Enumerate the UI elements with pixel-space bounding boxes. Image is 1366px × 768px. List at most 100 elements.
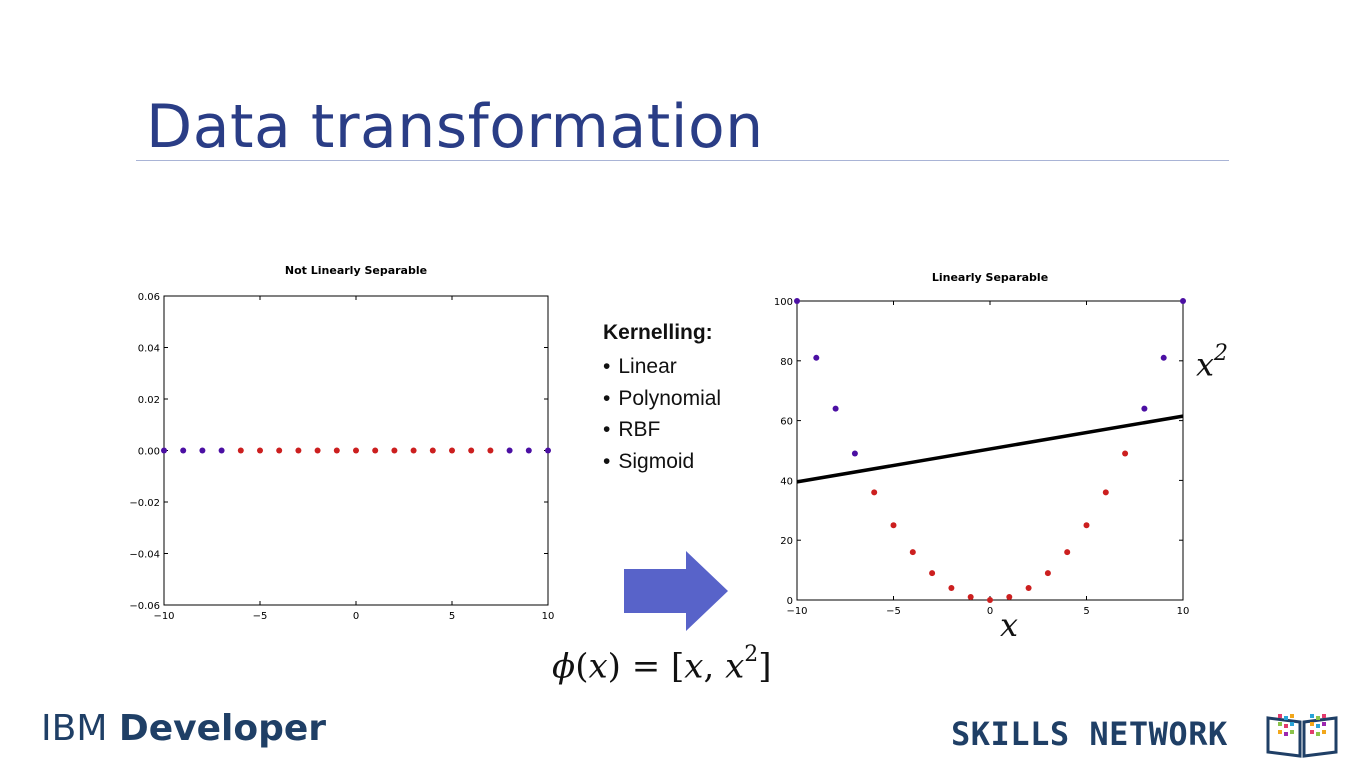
chart-title: Linearly Separable	[932, 271, 1048, 284]
x-axis-label-x: x	[1000, 606, 1019, 644]
formula-middle: ) = [	[607, 646, 685, 687]
y-tick-label: 0.00	[138, 447, 160, 458]
slide-title: Data transformation	[146, 92, 764, 162]
data-point-series-1	[257, 447, 263, 454]
y-tick-label: 0	[787, 596, 793, 607]
data-point-series-1	[314, 447, 321, 454]
x-tick-label: 0	[987, 606, 993, 617]
x-tick-label: −5	[886, 606, 901, 617]
kernel-item-polynomial: Polynomial	[603, 383, 763, 415]
x-tick-label: −5	[253, 611, 268, 622]
y-axis-label-base: x	[1196, 345, 1215, 384]
data-point-series-1	[1102, 489, 1109, 496]
y-tick-label: −0.02	[129, 498, 160, 509]
formula-comma: ,	[703, 646, 726, 687]
data-point-series-1	[1025, 585, 1032, 592]
data-point-series-1	[1083, 522, 1090, 529]
data-point-series-1	[909, 549, 916, 556]
ibm-developer-logo: IBM Developer	[41, 708, 326, 749]
kernel-item-rbf: RBF	[603, 414, 763, 446]
data-point-series-1	[410, 447, 417, 454]
data-point-series-1	[871, 489, 878, 496]
data-point-series-0	[1180, 298, 1186, 304]
formula-x2: x	[725, 646, 745, 687]
data-point-series-1	[276, 447, 283, 454]
data-point-series-1	[890, 522, 897, 529]
data-point-series-1	[237, 447, 244, 454]
formula-x: x	[588, 646, 608, 687]
separating-line	[796, 414, 1184, 484]
data-point-series-1	[967, 594, 974, 601]
x-tick-label: −10	[786, 606, 807, 617]
y-tick-label: 100	[774, 297, 793, 308]
y-tick-label: 60	[780, 417, 793, 428]
data-point-series-1	[1044, 570, 1051, 577]
data-point-series-1	[987, 597, 993, 603]
data-point-series-1	[333, 447, 340, 454]
data-point-series-1	[372, 447, 379, 454]
formula-exponent: 2	[744, 642, 759, 667]
data-point-series-0	[1160, 354, 1167, 361]
data-point-series-1	[1064, 549, 1071, 556]
data-point-series-0	[218, 447, 225, 454]
chart-svg: Linearly Separable −10 −5 0 5 10 100 80 60 40 20 0	[774, 271, 1190, 617]
y-tick-label: 40	[780, 476, 793, 487]
x-tick-label: 10	[1177, 606, 1190, 617]
data-point-series-1	[1122, 450, 1129, 457]
skills-network-logo-text: SKILLS NETWORK	[951, 715, 1228, 753]
right-arrow-icon	[624, 551, 728, 631]
chart-linearly-separable: Linearly Separable −10 −5 0 5 10 100 80 60 40 20 0	[763, 264, 1193, 624]
y-tick-label: 80	[780, 357, 793, 368]
data-point-series-0	[851, 450, 858, 457]
data-point-series-0	[1141, 405, 1148, 412]
data-point-series-1	[468, 447, 475, 454]
chart-title: Not Linearly Separable	[285, 264, 427, 277]
x-tick-label: −10	[153, 611, 174, 622]
data-point-series-1	[429, 447, 436, 454]
data-point-series-0	[161, 447, 167, 454]
formula-x-term: x	[684, 646, 704, 687]
data-point-series-0	[525, 447, 532, 454]
data-point-series-0	[813, 354, 820, 361]
kernel-list: Linear Polynomial RBF Sigmoid	[603, 351, 763, 477]
title-divider	[136, 160, 1229, 161]
data-point-series-0	[794, 298, 800, 304]
formula-close: ]	[758, 646, 772, 687]
y-tick-label: −0.04	[129, 550, 160, 561]
data-point-series-1	[295, 447, 302, 454]
data-point-series-0	[832, 405, 839, 412]
data-point-series-1	[487, 447, 494, 454]
x-tick-label: 5	[1083, 606, 1089, 617]
data-point-series-0	[180, 447, 187, 454]
phi-formula: ϕ(x) = [x, x2]	[552, 642, 772, 687]
skills-network-logo-icon	[1266, 714, 1338, 758]
data-point-series-1	[353, 447, 359, 454]
y-tick-label: 0.06	[138, 292, 160, 303]
chart-svg: Not Linearly Separable −10 −5 0 5 10 0.06 0.04 0…	[129, 264, 555, 622]
chart-not-linearly-separable: Not Linearly Separable −10 −5 0 5 10 0.06 0.04 0…	[128, 258, 558, 628]
y-tick-label: −0.06	[129, 601, 160, 612]
formula-phi: ϕ	[552, 646, 576, 687]
ibm-logo-text: IBM	[41, 708, 119, 749]
data-point-series-1	[391, 447, 398, 454]
y-tick-label: 0.04	[138, 344, 160, 355]
developer-logo-text: Developer	[118, 708, 327, 749]
x-tick-label: 10	[542, 611, 555, 622]
kernelling-heading: Kernelling:	[603, 321, 713, 344]
formula-open: (	[575, 646, 589, 687]
data-point-series-0	[545, 447, 551, 454]
data-point-series-1	[929, 570, 936, 577]
data-point-series-1	[1006, 594, 1013, 601]
kernel-item-linear: Linear	[603, 351, 763, 383]
kernel-item-sigmoid: Sigmoid	[603, 446, 763, 478]
data-point-series-0	[199, 447, 206, 454]
y-tick-label: 0.02	[138, 395, 160, 406]
data-point-series-0	[506, 447, 513, 454]
x-tick-label: 5	[449, 611, 455, 622]
y-tick-label: 20	[780, 536, 793, 547]
data-point-series-1	[948, 585, 955, 592]
y-axis-label-x-squared: x2	[1196, 341, 1228, 384]
x-tick-label: 0	[353, 611, 359, 622]
y-axis-label-exponent: 2	[1214, 341, 1229, 366]
